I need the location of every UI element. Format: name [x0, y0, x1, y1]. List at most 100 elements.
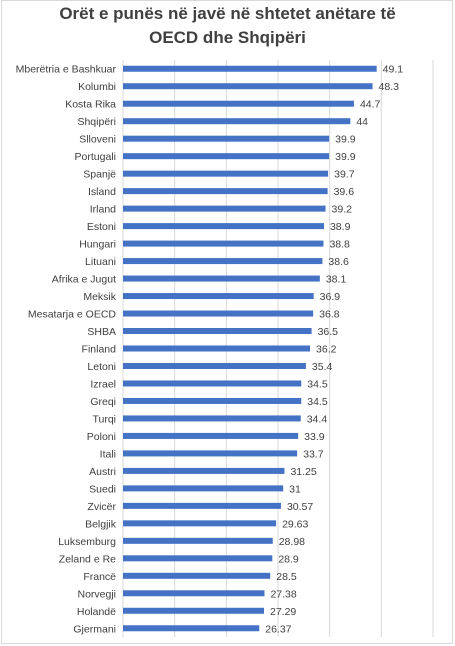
- category-label: Zeland e Re: [59, 553, 116, 565]
- category-label: Greqi: [90, 396, 116, 408]
- bar: [123, 432, 299, 439]
- chart-title-line-2: OECD dhe Shqipëri: [149, 28, 306, 47]
- data-label: 39.7: [334, 169, 355, 181]
- bar: [123, 625, 260, 632]
- bar: [123, 485, 284, 492]
- category-label: Hungari: [79, 239, 116, 251]
- data-label: 44.7: [360, 99, 381, 111]
- category-label: Mberëtria e Bashkuar: [16, 64, 117, 76]
- category-label: Poloni: [87, 431, 116, 443]
- category-label: Izrael: [90, 378, 116, 390]
- data-label: 39.2: [332, 204, 353, 216]
- category-label: Spanjë: [83, 169, 116, 181]
- bars: [123, 65, 377, 632]
- bar: [123, 467, 285, 474]
- data-label: 29.63: [282, 518, 308, 530]
- data-label: 35.4: [312, 361, 333, 373]
- bar: [123, 100, 354, 107]
- data-label: 36.5: [318, 326, 339, 338]
- data-label: 44: [356, 116, 368, 128]
- bar: [123, 590, 265, 597]
- bar: [123, 135, 330, 142]
- data-label: 38.9: [330, 221, 351, 233]
- bar: [123, 153, 330, 160]
- category-label: Estoni: [87, 221, 116, 233]
- category-label: Gjermani: [73, 623, 116, 635]
- category-label: Norvegji: [77, 588, 116, 600]
- bar: [123, 223, 324, 230]
- category-label: Austri: [89, 466, 116, 478]
- bar: [123, 345, 311, 352]
- data-label: 36.8: [319, 309, 340, 321]
- data-label: 38.1: [326, 274, 347, 286]
- data-label: 27.38: [270, 588, 296, 600]
- bar: [123, 83, 373, 90]
- value-labels: 49.148.344.74439.939.939.739.639.238.938…: [265, 64, 403, 636]
- data-label: 28.5: [276, 571, 297, 583]
- category-label: Afrika e Jugut: [52, 274, 116, 286]
- category-label: SHBA: [87, 326, 116, 338]
- bar: [123, 555, 273, 562]
- data-label: 39.9: [335, 134, 356, 146]
- data-label: 36.9: [320, 291, 341, 303]
- data-label: 39.6: [334, 186, 355, 198]
- data-label: 26.37: [265, 623, 291, 635]
- category-label: Letoni: [87, 361, 116, 373]
- bar: [123, 450, 298, 457]
- bar: [123, 502, 281, 509]
- category-label: Belgjik: [85, 518, 117, 530]
- category-label: Turqi: [92, 413, 116, 425]
- category-label: Zvicër: [87, 501, 116, 513]
- category-label: Island: [88, 186, 116, 198]
- data-label: 27.29: [270, 606, 296, 618]
- data-label: 39.9: [335, 151, 356, 163]
- category-label: Francë: [83, 571, 116, 583]
- data-label: 48.3: [379, 81, 400, 93]
- category-label: Mesatarja e OECD: [28, 309, 117, 321]
- bar: [123, 328, 312, 335]
- bar: [123, 415, 301, 422]
- data-label: 38.8: [329, 239, 350, 251]
- bar: [123, 310, 314, 317]
- category-label: Holandë: [77, 606, 116, 618]
- data-label: 49.1: [383, 64, 404, 76]
- category-label: Luksemburg: [58, 536, 116, 548]
- chart-title: Orët e punës në javë në shtetet anëtare …: [0, 2, 455, 50]
- bar: [123, 275, 320, 282]
- bar: [123, 293, 314, 300]
- bar: [123, 118, 351, 125]
- data-label: 28.9: [278, 553, 299, 565]
- data-label: 34.5: [307, 378, 328, 390]
- category-label: Slloveni: [79, 134, 116, 146]
- data-label: 38.6: [328, 256, 349, 268]
- bar: [123, 170, 329, 177]
- data-label: 31.25: [290, 466, 316, 478]
- bar: [123, 607, 264, 614]
- data-label: 33.7: [303, 448, 324, 460]
- bar: [123, 258, 323, 265]
- category-label: Kolumbi: [78, 81, 116, 93]
- category-label: Shqipëri: [77, 116, 116, 128]
- category-label: Irland: [90, 204, 116, 216]
- bar: [123, 188, 328, 195]
- data-label: 30.57: [287, 501, 313, 513]
- category-label: Lituani: [85, 256, 116, 268]
- category-label: Kosta Rika: [65, 99, 116, 111]
- bar: [123, 537, 273, 544]
- data-label: 31: [289, 483, 301, 495]
- category-label: Finland: [82, 344, 117, 356]
- category-label: Itali: [100, 448, 116, 460]
- bar: [123, 205, 326, 212]
- category-labels: Mberëtria e Bashkuar Kolumbi Kosta Rika Shq…: [16, 64, 117, 636]
- bar: [123, 362, 306, 369]
- data-label: 33.9: [304, 431, 325, 443]
- category-label: Suedi: [89, 483, 116, 495]
- category-label: Portugali: [75, 151, 116, 163]
- bar: [123, 572, 271, 579]
- bar: [123, 65, 377, 72]
- bar: [123, 397, 302, 404]
- data-label: 34.5: [307, 396, 328, 408]
- category-label: Meksik: [83, 291, 116, 303]
- bar: [123, 240, 324, 247]
